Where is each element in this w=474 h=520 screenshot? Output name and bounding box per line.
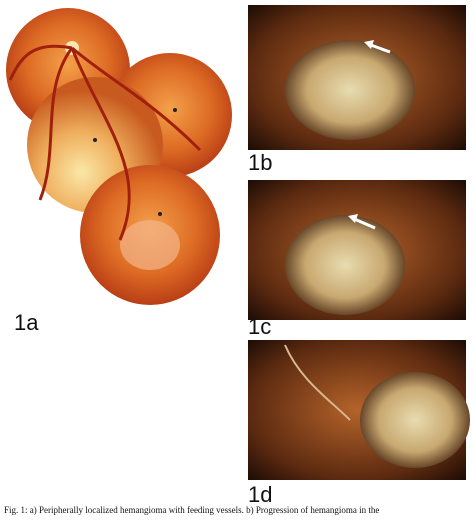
montage-1a [6,8,232,305]
panel-label: 1b [248,150,273,175]
panel-label: 1d [248,482,273,507]
panel-label: 1c [248,314,272,339]
image-1b [248,5,466,150]
caption: Fig. 1: a) Peripherally localized hemang… [4,505,380,515]
image-1d [248,340,470,480]
image-1c [248,180,466,320]
panel-label: 1a [14,310,39,335]
